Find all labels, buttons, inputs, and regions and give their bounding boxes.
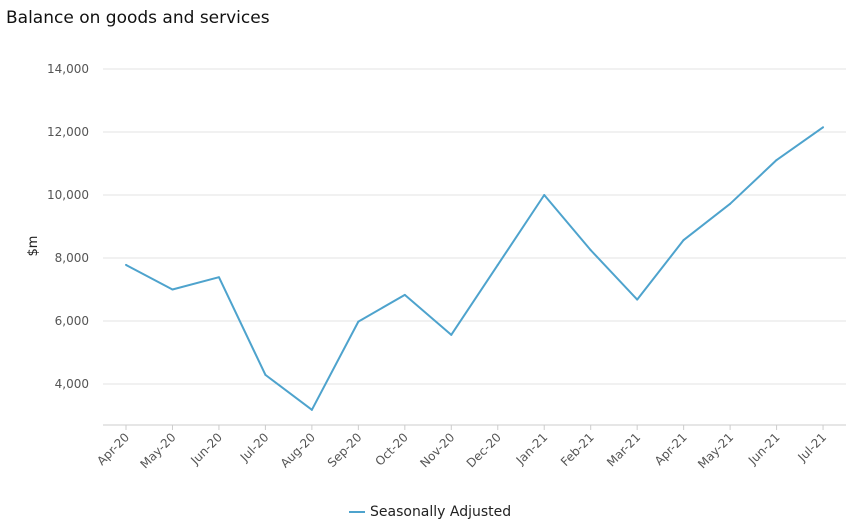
y-tick-label: 10,000: [47, 188, 89, 202]
data-point: [636, 298, 639, 301]
data-point: [543, 194, 546, 196]
data-point: [171, 288, 174, 291]
data-point: [264, 373, 267, 376]
data-point: [403, 293, 406, 296]
x-tick-label: Jan-21: [513, 430, 551, 468]
data-point: [357, 320, 360, 323]
y-tick-label: 12,000: [47, 125, 89, 139]
x-tick-label: Mar-21: [604, 430, 643, 469]
x-tick-label: Apr-20: [94, 430, 132, 468]
x-tick-label: Dec-20: [464, 430, 504, 470]
x-tick-label: Apr-21: [652, 430, 690, 468]
x-tick-label: Jun-20: [187, 430, 225, 468]
data-point: [822, 126, 825, 129]
data-point: [310, 408, 313, 411]
x-tick-label: May-21: [695, 430, 736, 471]
data-point: [496, 263, 499, 266]
data-point: [450, 333, 453, 336]
x-tick-label: Nov-20: [417, 430, 457, 470]
x-tick-label: Feb-21: [558, 430, 597, 469]
y-axis-label: $m: [26, 236, 41, 257]
data-point: [217, 276, 220, 279]
data-point: [682, 239, 685, 242]
data-point: [775, 159, 778, 162]
series-line-seasonally-adjusted: [125, 126, 824, 411]
y-tick-label: 8,000: [55, 251, 89, 265]
data-point: [589, 249, 592, 252]
data-point: [125, 263, 127, 266]
y-tick-label: 4,000: [55, 377, 89, 391]
x-tick-label: Jun-21: [745, 430, 783, 468]
x-tick-label: Oct-20: [373, 430, 411, 468]
y-tick-label: 6,000: [55, 314, 89, 328]
x-tick-label: Sep-20: [325, 430, 365, 470]
chart-title: Balance on goods and services: [6, 8, 270, 28]
x-tick-label: May-20: [137, 430, 178, 471]
data-point: [729, 202, 732, 205]
x-tick-label: Jul-21: [794, 430, 829, 465]
legend-item[interactable]: Seasonally Adjusted: [349, 504, 511, 520]
x-tick-label: Jul-20: [237, 430, 272, 465]
x-tick-label: Aug-20: [278, 430, 318, 470]
legend-label: Seasonally Adjusted: [370, 504, 512, 520]
legend-swatch: [349, 511, 365, 513]
y-tick-label: 14,000: [47, 62, 89, 76]
